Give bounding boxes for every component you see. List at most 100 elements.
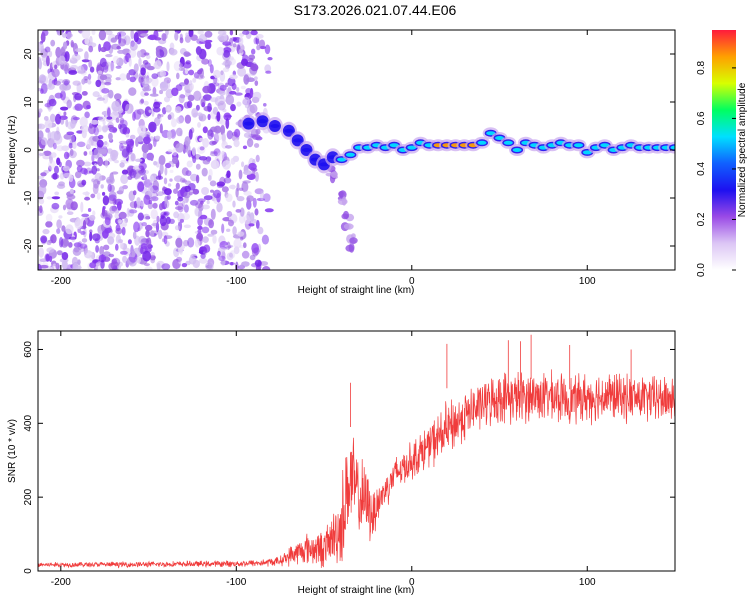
noise-speckle — [98, 148, 108, 155]
noise-speckle — [98, 43, 102, 53]
noise-speckle — [207, 102, 212, 113]
noise-speckle — [235, 121, 243, 126]
noise-speckle — [243, 214, 251, 225]
noise-speckle — [246, 199, 252, 210]
noise-speckle — [75, 171, 82, 179]
noise-speckle — [136, 37, 142, 45]
noise-speckle — [233, 139, 240, 148]
y-tick-label: -10 — [23, 190, 34, 205]
noise-speckle — [82, 191, 90, 196]
noise-speckle — [173, 247, 180, 258]
noise-speckle — [198, 137, 204, 142]
noise-speckle — [59, 172, 65, 180]
snr-series-line — [38, 369, 675, 569]
noise-speckle — [95, 245, 99, 253]
noise-speckle — [229, 56, 234, 61]
noise-speckle — [166, 194, 171, 200]
trace-core — [319, 162, 329, 167]
noise-speckle — [151, 73, 159, 79]
noise-speckle — [84, 51, 89, 61]
noise-speckle — [144, 266, 153, 270]
noise-speckle — [65, 198, 74, 210]
noise-speckle — [96, 192, 101, 200]
noise-speckle — [254, 80, 259, 86]
noise-speckle — [211, 82, 220, 87]
noise-speckle — [42, 155, 51, 160]
noise-speckle — [68, 236, 77, 240]
noise-speckle — [167, 114, 172, 120]
noise-speckle — [61, 259, 68, 270]
noise-speckle — [133, 221, 140, 233]
noise-speckle — [115, 243, 119, 251]
noise-speckle — [118, 211, 127, 219]
colorbar-tick-label: 0.4 — [696, 162, 707, 176]
noise-speckle — [230, 157, 236, 165]
noise-speckle — [51, 152, 57, 158]
noise-speckle — [84, 111, 90, 119]
noise-speckle — [158, 229, 163, 240]
noise-speckle — [159, 70, 167, 77]
noise-speckle — [81, 78, 86, 85]
noise-speckle — [122, 255, 128, 263]
noise-speckle — [56, 228, 61, 235]
x-tick-label: -100 — [226, 577, 246, 588]
noise-speckle — [236, 101, 242, 107]
side-lobe-blob — [341, 196, 347, 206]
noise-speckle — [188, 69, 195, 76]
noise-speckle — [104, 159, 109, 168]
noise-speckle — [210, 159, 220, 170]
noise-speckle — [91, 30, 96, 36]
noise-speckle — [96, 97, 106, 101]
noise-speckle — [58, 55, 66, 65]
noise-speckle — [116, 57, 124, 67]
noise-speckle — [76, 165, 83, 173]
noise-speckle — [88, 59, 93, 68]
noise-speckle — [83, 151, 88, 156]
noise-speckle — [96, 180, 101, 185]
side-lobe-blob — [343, 223, 354, 230]
noise-speckle — [114, 160, 119, 164]
noise-speckle — [146, 237, 152, 249]
noise-speckle — [117, 49, 125, 54]
snr-panel: -200 -100 0 100 0 200 400 600 Height of straigh… — [7, 330, 676, 596]
noise-speckle — [102, 94, 109, 104]
noise-speckle — [116, 45, 121, 50]
noise-speckle — [79, 243, 88, 249]
colorbar-scale — [712, 30, 736, 270]
noise-speckle — [201, 102, 205, 108]
noise-speckle — [118, 38, 127, 47]
noise-speckle — [194, 238, 200, 248]
noise-speckle — [149, 175, 155, 184]
noise-speckle — [110, 37, 118, 43]
noise-speckle — [109, 133, 113, 142]
noise-speckle — [45, 253, 50, 262]
noise-speckle — [232, 43, 237, 48]
noise-speckle — [205, 262, 213, 270]
x-tick-label: -200 — [51, 577, 71, 588]
noise-speckle — [198, 257, 208, 264]
noise-speckle — [72, 141, 77, 149]
noise-speckle — [104, 217, 111, 226]
noise-speckle — [150, 257, 156, 264]
noise-speckle — [65, 119, 69, 128]
noise-speckle — [70, 64, 78, 70]
noise-speckle — [212, 235, 217, 244]
noise-speckle — [218, 247, 227, 251]
noise-speckle — [98, 30, 107, 41]
noise-speckle — [40, 31, 46, 43]
noise-speckle — [143, 174, 147, 181]
noise-speckle — [38, 247, 44, 258]
noise-speckle — [164, 188, 172, 196]
noise-speckle — [74, 93, 83, 101]
noise-speckle — [77, 65, 85, 74]
noise-speckle — [138, 235, 146, 245]
noise-speckle — [207, 233, 214, 237]
spectrogram-xlabel: Height of straight line (km) — [298, 285, 415, 296]
noise-speckle — [178, 93, 185, 104]
noise-speckle — [111, 100, 121, 112]
noise-speckle — [66, 211, 74, 216]
noise-speckle — [213, 69, 221, 79]
noise-speckle — [110, 149, 118, 161]
noise-speckle — [184, 78, 189, 85]
noise-speckle — [65, 224, 74, 235]
